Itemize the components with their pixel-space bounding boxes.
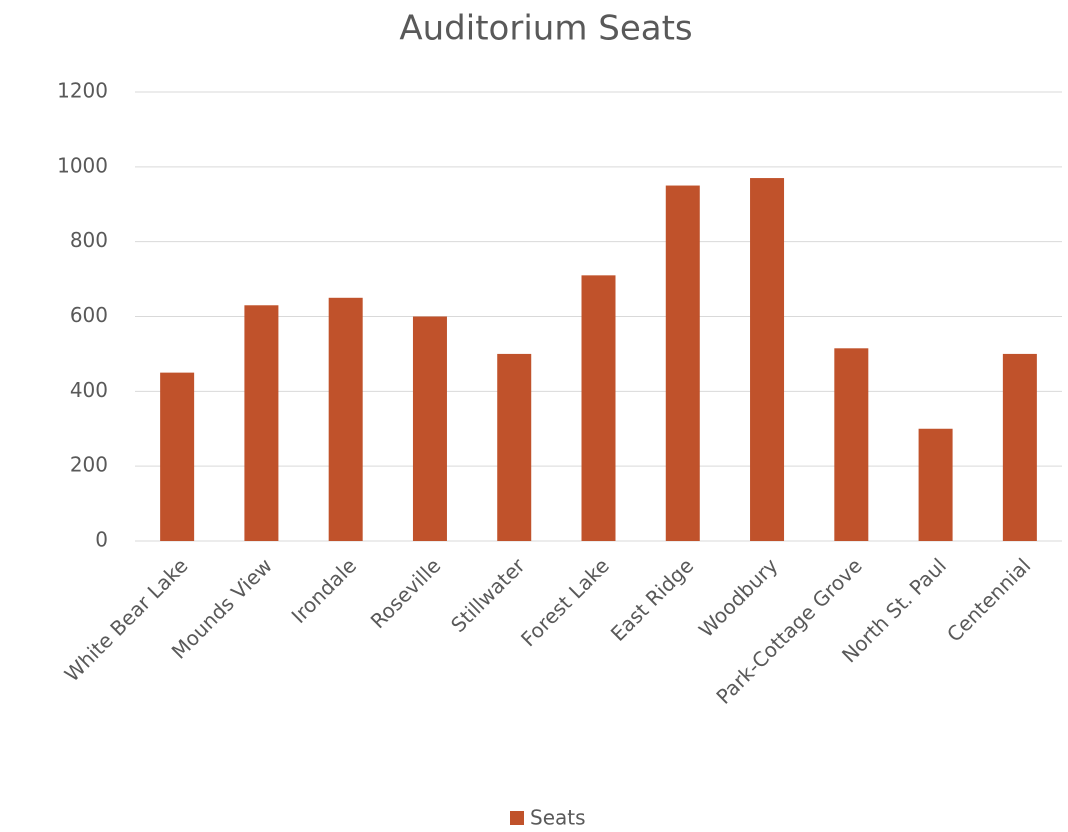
chart-title: Auditorium Seats — [399, 9, 692, 49]
y-tick-label: 400 — [70, 378, 108, 402]
y-tick-label: 0 — [95, 528, 108, 552]
y-tick-label: 200 — [70, 453, 108, 477]
bar — [918, 428, 953, 541]
legend-label: Seats — [530, 806, 586, 830]
x-tick-label: White Bear Lake — [60, 553, 193, 686]
bar — [160, 372, 195, 541]
bar — [834, 348, 869, 541]
x-tick-label: Roseville — [366, 553, 446, 633]
x-tick-label: Park-Cottage Grove — [711, 553, 866, 708]
y-tick-label: 1000 — [57, 153, 108, 177]
x-tick-label: Forest Lake — [516, 553, 614, 651]
legend-swatch — [510, 811, 524, 825]
y-tick-label: 600 — [70, 303, 108, 327]
bar — [412, 316, 447, 541]
y-tick-label: 800 — [70, 228, 108, 252]
bar — [750, 178, 785, 541]
y-tick-label: 1200 — [57, 79, 108, 103]
x-tick-label: Woodbury — [694, 553, 783, 642]
bar — [581, 275, 616, 541]
bar — [1002, 353, 1037, 541]
x-tick-label: Centennial — [942, 553, 1035, 646]
bar — [328, 297, 363, 541]
x-tick-label: Irondale — [287, 553, 362, 628]
x-tick-label: East Ridge — [606, 553, 698, 645]
bar — [244, 305, 279, 541]
bar — [665, 185, 700, 541]
x-tick-label: Stillwater — [446, 553, 530, 637]
bar — [497, 353, 532, 541]
